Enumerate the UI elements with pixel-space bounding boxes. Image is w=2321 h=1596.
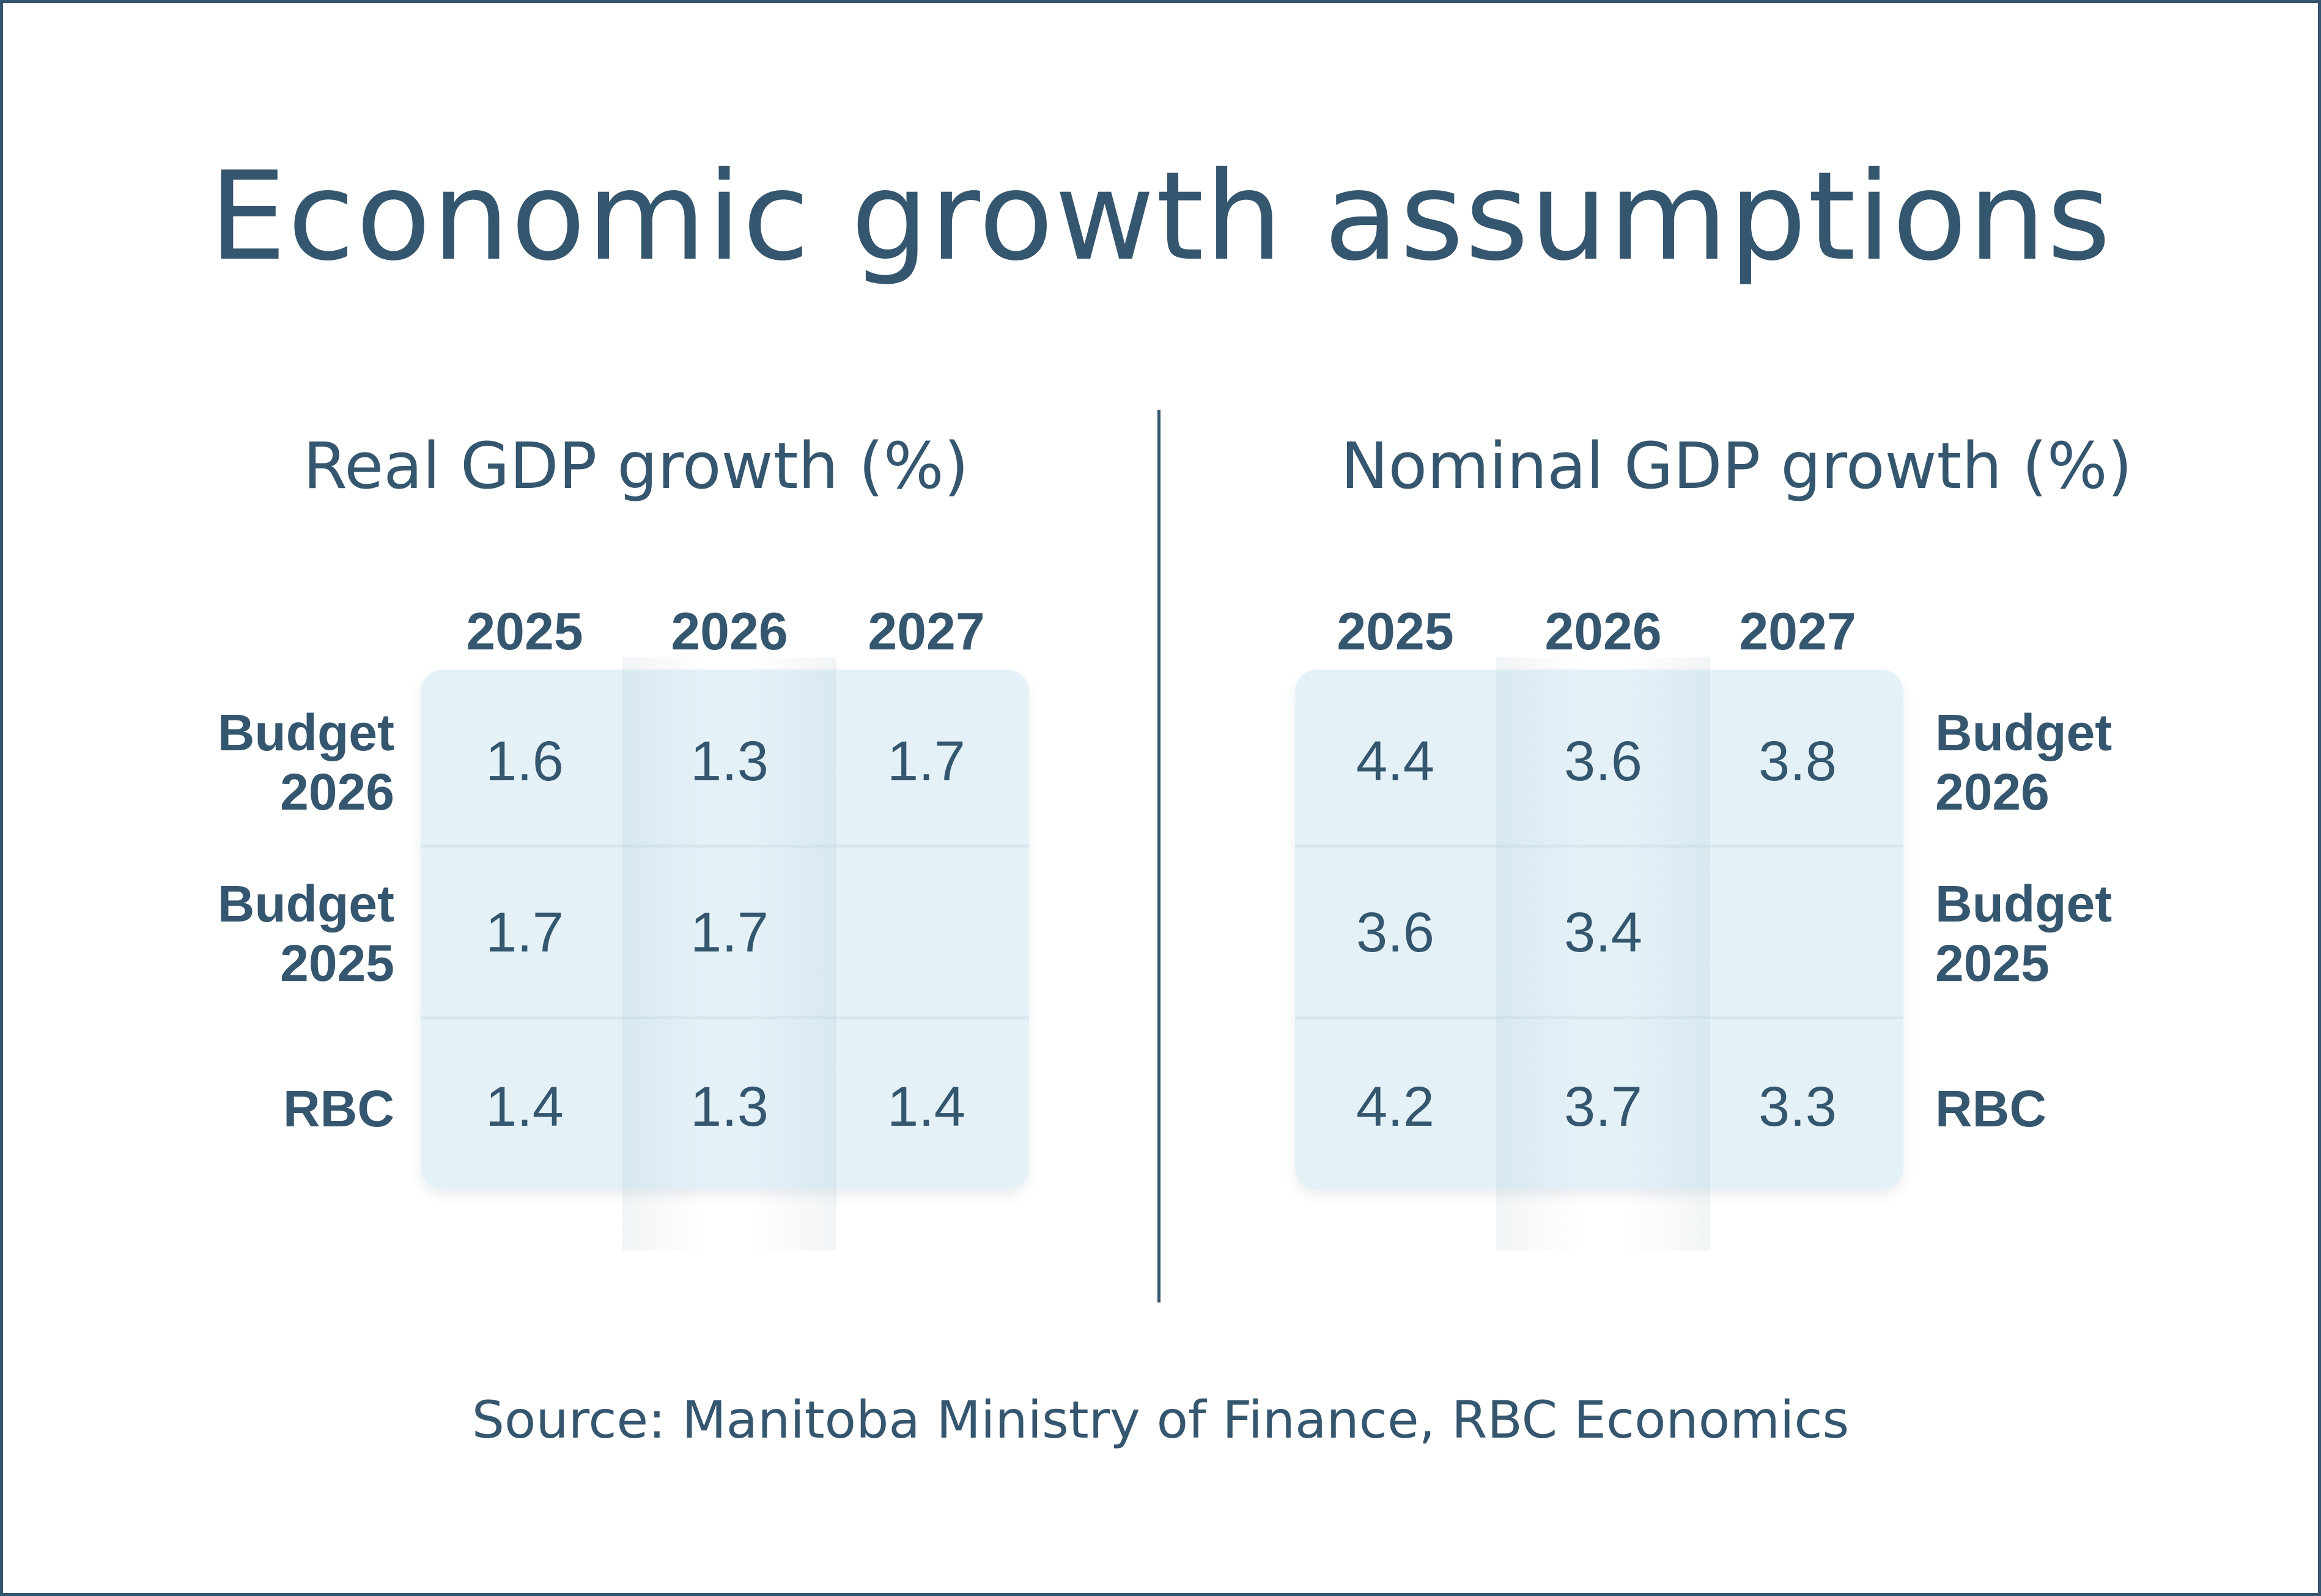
real-row-label: Budget 2025 — [150, 874, 394, 992]
nominal-column-header-2026: 2026 — [1544, 602, 1662, 661]
row-label-line1: Budget — [1935, 704, 2113, 761]
row-label-line1: Budget — [217, 875, 394, 933]
real-value-cell: 1.4 — [485, 1076, 564, 1138]
row-label-line2: 2025 — [1935, 934, 2050, 992]
real-value-cell: 1.7 — [887, 730, 965, 792]
nominal-middle-column-shade — [1496, 657, 1710, 1251]
real-value-cell: 1.4 — [887, 1076, 965, 1138]
nominal-value-cell: 3.6 — [1564, 730, 1642, 792]
real-value-cell: 1.6 — [485, 730, 564, 792]
real-row-separator — [421, 1015, 1029, 1020]
real-column-header-2027: 2027 — [868, 602, 985, 661]
nominal-value-cell: 3.3 — [1758, 1076, 1837, 1138]
real-value-cell: 1.7 — [690, 901, 769, 964]
real-row-label: RBC — [150, 1079, 394, 1139]
nominal-value-cell: 3.8 — [1758, 730, 1837, 792]
nominal-row-label: Budget 2025 — [1935, 874, 2180, 992]
page-title: Economic growth assumptions — [208, 146, 2112, 288]
row-label-line2: 2026 — [280, 763, 394, 821]
nominal-value-cell: 3.7 — [1564, 1076, 1642, 1138]
panel-divider — [1157, 410, 1160, 1302]
nominal-row-label: Budget 2026 — [1935, 703, 2180, 821]
row-label-line1: RBC — [283, 1080, 394, 1137]
row-label-line1: Budget — [217, 704, 394, 761]
nominal-value-cell: 4.2 — [1356, 1076, 1434, 1138]
nominal-value-cell: 3.6 — [1356, 901, 1434, 964]
real-value-cell: 1.3 — [690, 730, 769, 792]
real-row-label: Budget 2026 — [150, 703, 394, 821]
nominal-row-separator — [1295, 1015, 1903, 1020]
nominal-row-label: RBC — [1935, 1079, 2180, 1139]
real-column-header-2025: 2025 — [466, 602, 583, 661]
real-row-separator — [421, 844, 1029, 849]
real-gdp-title: Real GDP growth (%) — [303, 429, 969, 503]
row-label-line1: RBC — [1935, 1080, 2046, 1137]
row-label-line2: 2026 — [1935, 763, 2050, 821]
real-column-header-2026: 2026 — [671, 602, 788, 661]
nominal-column-header-2025: 2025 — [1337, 602, 1454, 661]
real-value-cell: 1.3 — [690, 1076, 769, 1138]
source-note: Source: Manitoba Ministry of Finance, RB… — [471, 1390, 1850, 1450]
nominal-value-cell: 3.4 — [1564, 901, 1642, 964]
real-middle-column-shade — [622, 657, 836, 1251]
row-label-line2: 2025 — [280, 934, 394, 992]
nominal-table-box — [1295, 670, 1903, 1189]
nominal-value-cell: 4.4 — [1356, 730, 1434, 792]
nominal-gdp-title: Nominal GDP growth (%) — [1340, 429, 2133, 503]
nominal-column-header-2027: 2027 — [1739, 602, 1856, 661]
row-label-line1: Budget — [1935, 875, 2113, 933]
real-table-box — [421, 670, 1029, 1189]
nominal-row-separator — [1295, 844, 1903, 849]
real-value-cell: 1.7 — [485, 901, 564, 964]
